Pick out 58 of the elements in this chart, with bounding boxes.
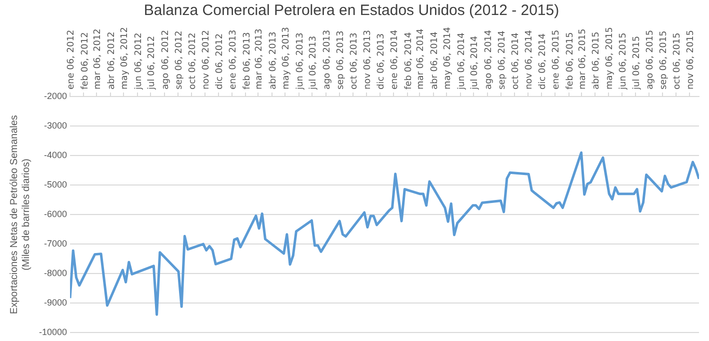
x-tick-label: oct 06, 2012: [188, 32, 198, 90]
x-tick-label: jun 06, 2013: [295, 32, 306, 91]
y-axis-title: Exportaciones Netas de Petróleo Semanales (Miles de barriles diarios): [8, 115, 32, 314]
x-tick-label: mar 06, 2012: [93, 28, 104, 90]
x-tick-label: mar 06, 2014: [416, 28, 426, 90]
y-tick-label: -8000: [44, 268, 68, 278]
x-tick-label: jul 06, 2014: [470, 36, 480, 91]
y-tick-label: -7000: [44, 238, 68, 249]
x-tick-label: nov 06, 2015: [686, 30, 696, 90]
x-tick-label: jul 06, 2015: [632, 36, 642, 91]
x-tick-label: oct 06, 2013: [349, 32, 360, 90]
x-tick-label: abr 06, 2013: [268, 32, 278, 90]
x-tick-label: jun 06, 2015: [618, 32, 629, 91]
x-tick-label: dic 06, 2013: [376, 33, 386, 90]
x-tick-label: ene 06, 2013: [228, 30, 239, 90]
x-tick-label: nov 06, 2013: [363, 30, 374, 90]
x-tick-label: oct 06, 2015: [672, 32, 683, 90]
y-tick-label: -4000: [44, 150, 68, 160]
x-tick-label: feb 06, 2015: [565, 32, 576, 90]
x-tick-label: dic 06, 2012: [214, 33, 225, 90]
x-tick-label: ago 06, 2012: [160, 30, 171, 90]
x-tick-label: ago 06, 2013: [322, 30, 332, 90]
x-tick-label: sep 06, 2015: [659, 30, 670, 90]
x-tick-label: jun 06, 2012: [134, 32, 144, 91]
chart-title: Balanza Comercial Petrolera en Estados Unidos (2012 - 2015): [144, 2, 560, 20]
x-tick-label: abr 06, 2012: [106, 32, 117, 90]
y-tick-label: -3000: [44, 120, 68, 131]
x-tick-label: oct 06, 2014: [510, 32, 521, 90]
x-tick-label: mar 06, 2015: [578, 28, 588, 90]
x-tick-label: jun 06, 2014: [456, 32, 467, 91]
x-tick-label: ene 06, 2012: [66, 30, 77, 90]
y-tick-label: -10000: [38, 327, 68, 338]
x-tick-label: abr 06, 2014: [430, 31, 440, 90]
x-tick-label: may 06, 2014: [443, 26, 454, 90]
y-tick-label: -6000: [44, 209, 68, 220]
x-tick-label: abr 06, 2015: [592, 32, 602, 90]
x-tick-label: ene 06, 2014: [390, 30, 400, 90]
x-tick-label: jul 06, 2013: [308, 36, 319, 91]
x-tick-label: feb 06, 2014: [404, 32, 414, 90]
x-tick-label: may 06, 2012: [120, 26, 130, 90]
x-tick-label: sep 06, 2013: [336, 30, 346, 90]
x-tick-label: ago 06, 2014: [484, 30, 494, 90]
y-tick-label: -9000: [44, 298, 68, 308]
x-tick-label: may 06, 2015: [604, 26, 615, 90]
x-tick-label: sep 06, 2014: [498, 30, 508, 90]
x-tick-label: jul 06, 2012: [147, 36, 158, 91]
x-tick-label: mar 06, 2013: [254, 28, 265, 90]
x-tick-label: nov 06, 2012: [202, 30, 212, 90]
x-tick-label: nov 06, 2014: [524, 30, 535, 90]
x-tick-label: sep 06, 2012: [174, 30, 185, 90]
x-tick-label: ago 06, 2015: [646, 30, 656, 90]
x-tick-label: may 06, 2013: [282, 26, 292, 90]
x-tick-label: dic 06, 2014: [538, 33, 548, 90]
y-tick-label: -5000: [44, 180, 68, 190]
x-tick-label: feb 06, 2012: [80, 32, 90, 90]
x-tick-label: feb 06, 2013: [242, 32, 252, 90]
x-tick-label: ene 06, 2015: [552, 30, 562, 90]
y-tick-label: -2000: [44, 91, 68, 102]
